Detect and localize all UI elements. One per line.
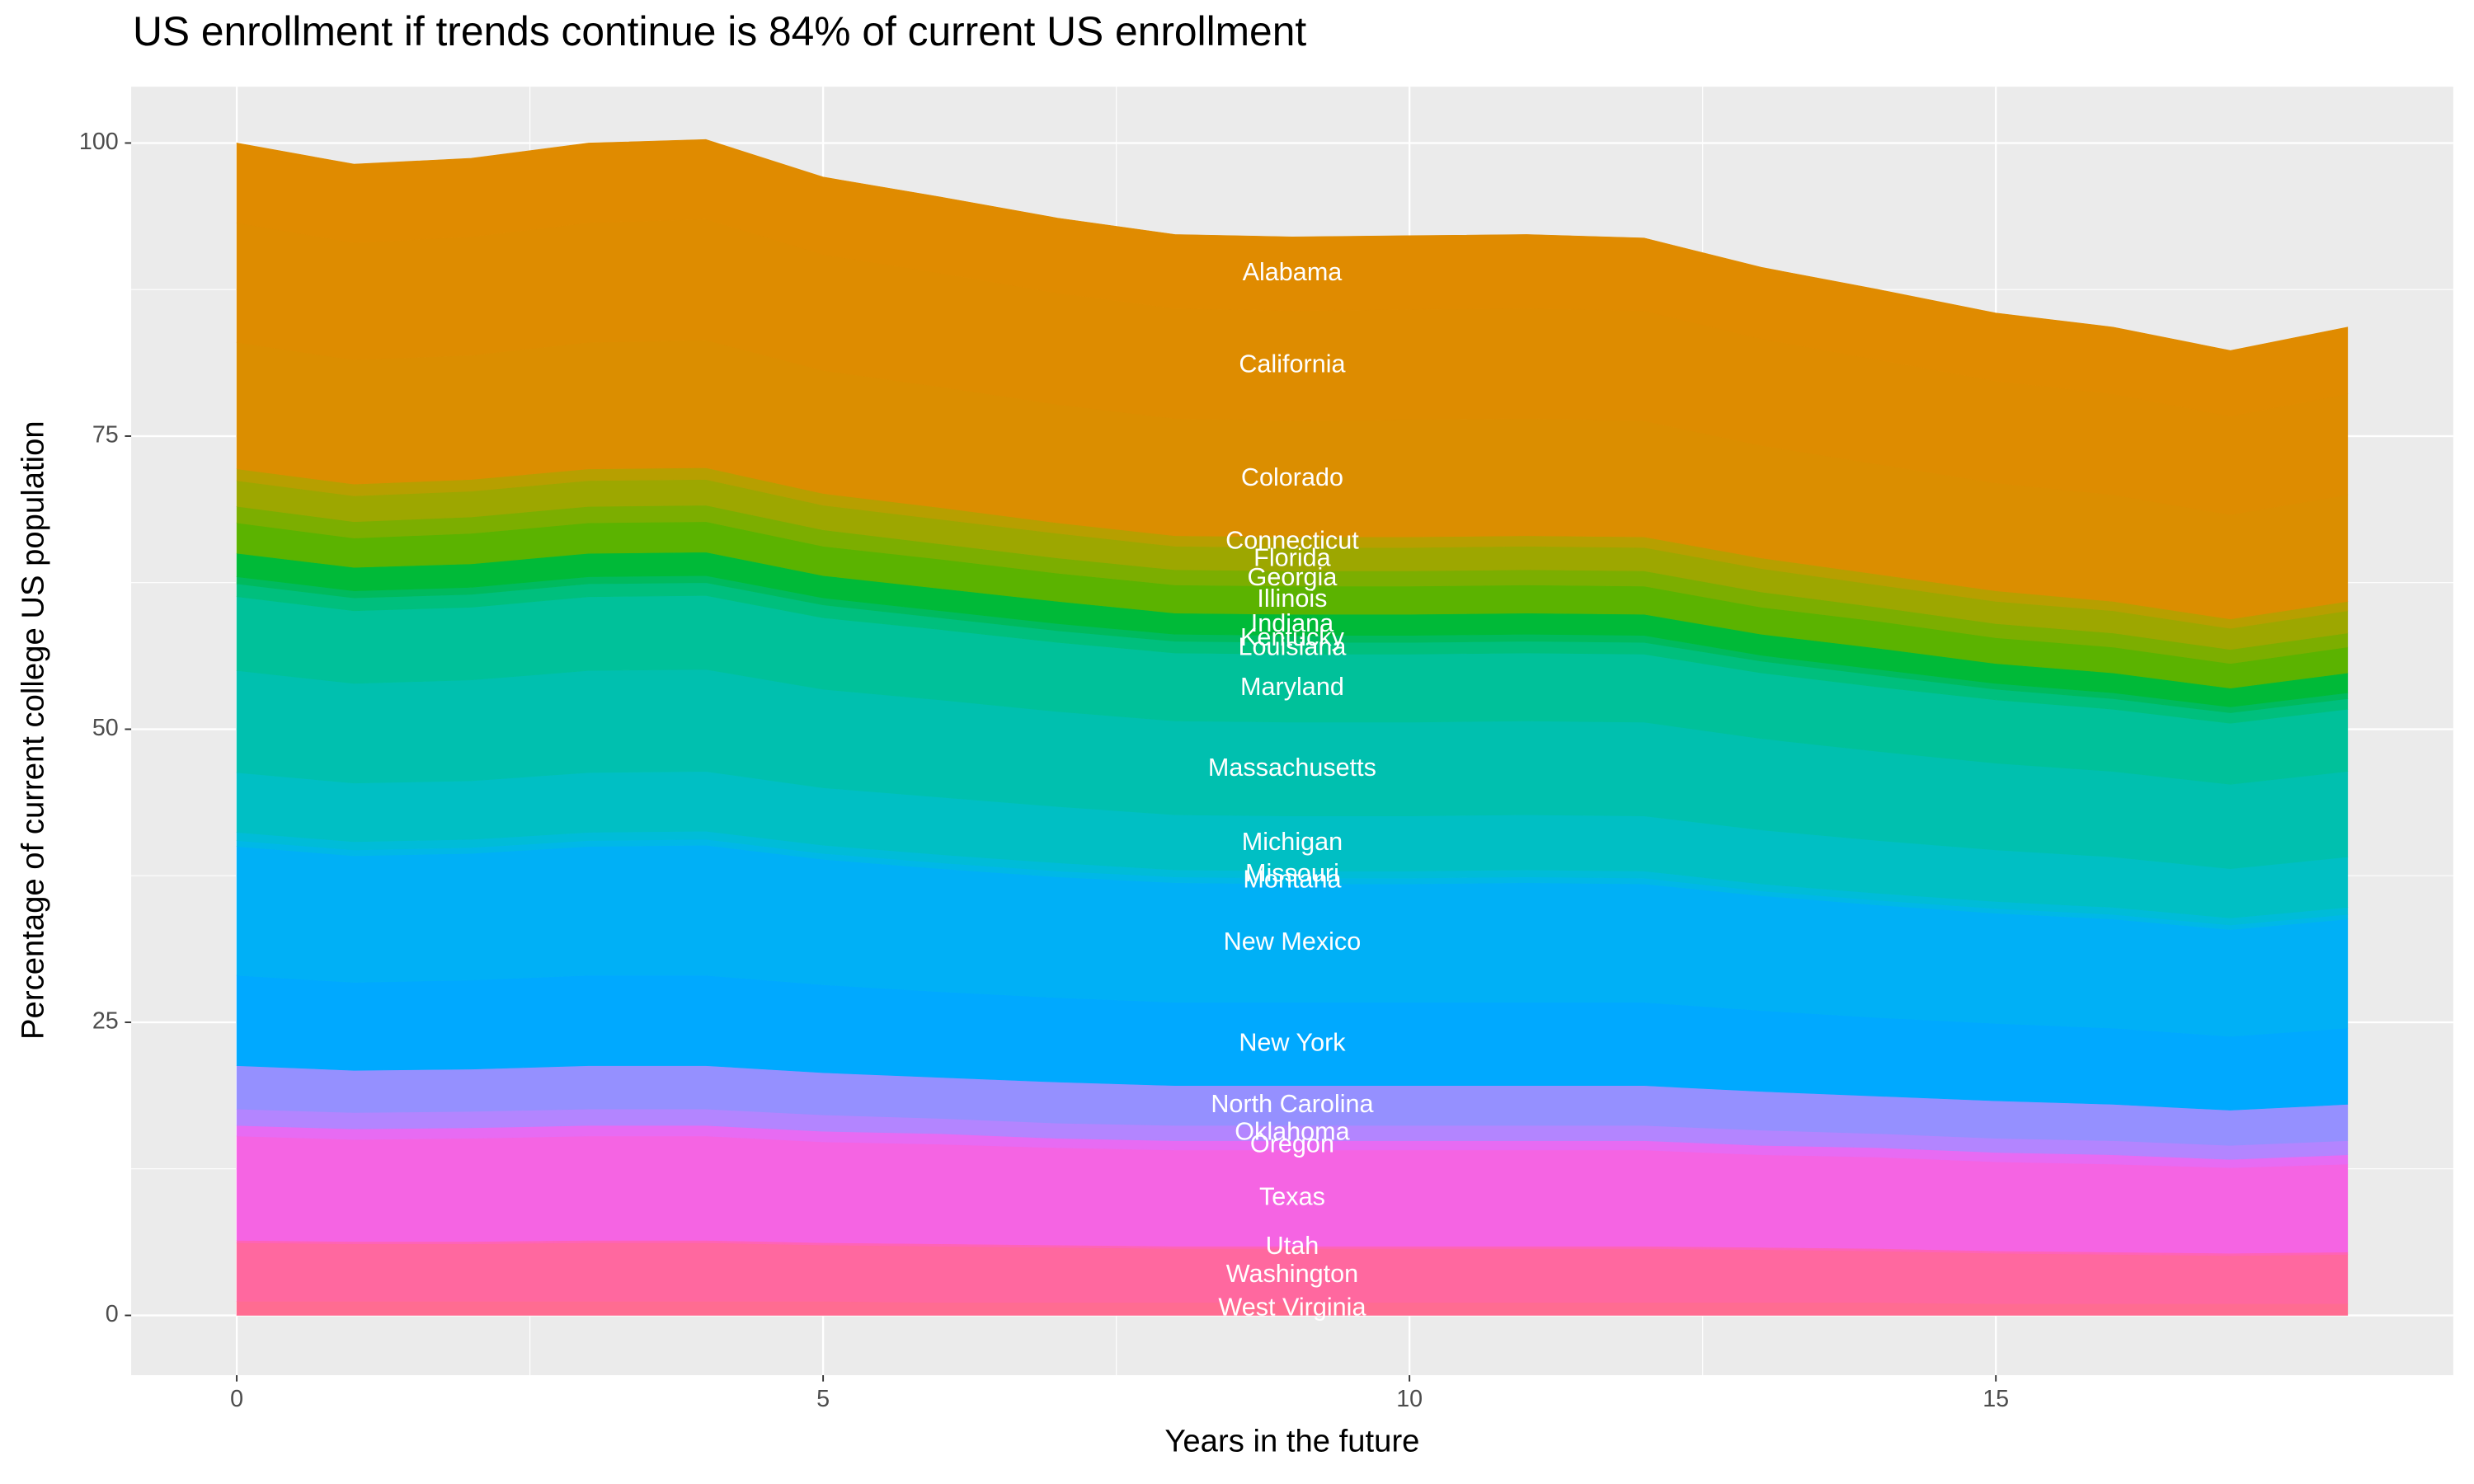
area-label: Massachusetts	[1208, 754, 1376, 782]
area-label: North Carolina	[1211, 1090, 1374, 1118]
area-label: Oregon	[1250, 1129, 1334, 1158]
area-label: Michigan	[1242, 828, 1343, 856]
area-label: Missouri	[1245, 859, 1339, 887]
area-label: Alabama	[1243, 258, 1343, 286]
chart-title: US enrollment if trends continue is 84% …	[133, 8, 1306, 54]
area-label: Colorado	[1241, 463, 1343, 491]
area-label: Florida	[1253, 543, 1331, 571]
y-tick-label: 0	[106, 1301, 119, 1327]
area-label: California	[1239, 350, 1346, 378]
x-tick-label: 5	[816, 1386, 830, 1412]
y-tick-label: 25	[92, 1008, 119, 1035]
area-label: Kentucky	[1240, 623, 1345, 651]
area-label: Louisiana	[1238, 632, 1347, 660]
x-axis-title: Years in the future	[1164, 1423, 1419, 1458]
y-tick-label: 50	[92, 715, 119, 741]
x-tick-label: 0	[230, 1386, 243, 1412]
area-label: Utah	[1266, 1232, 1319, 1260]
area-label: Montana	[1243, 866, 1342, 894]
x-tick-label: 15	[1982, 1386, 2009, 1412]
axes: 0 25 50 75 100 0 5 10 15	[79, 129, 2009, 1412]
area-label: Indiana	[1251, 609, 1334, 637]
area-label: West Virginia	[1218, 1294, 1366, 1322]
y-tick-label: 100	[79, 129, 119, 155]
y-tick-label: 75	[92, 422, 119, 448]
area-label: New Mexico	[1224, 928, 1362, 956]
area	[236, 139, 2349, 417]
area-label: Georgia	[1248, 563, 1338, 591]
area-label: Illinois	[1257, 585, 1327, 613]
y-axis-title: Percentage of current college US populat…	[16, 420, 51, 1040]
area-label: New York	[1239, 1028, 1346, 1056]
area-label: Texas	[1259, 1182, 1325, 1210]
area-label: Oklahoma	[1235, 1117, 1350, 1145]
area-label: Washington	[1226, 1260, 1358, 1288]
area-label: Connecticut	[1225, 527, 1359, 555]
area-label: Maryland	[1240, 673, 1344, 701]
areas	[236, 139, 2349, 1316]
x-tick-label: 10	[1396, 1386, 1423, 1412]
